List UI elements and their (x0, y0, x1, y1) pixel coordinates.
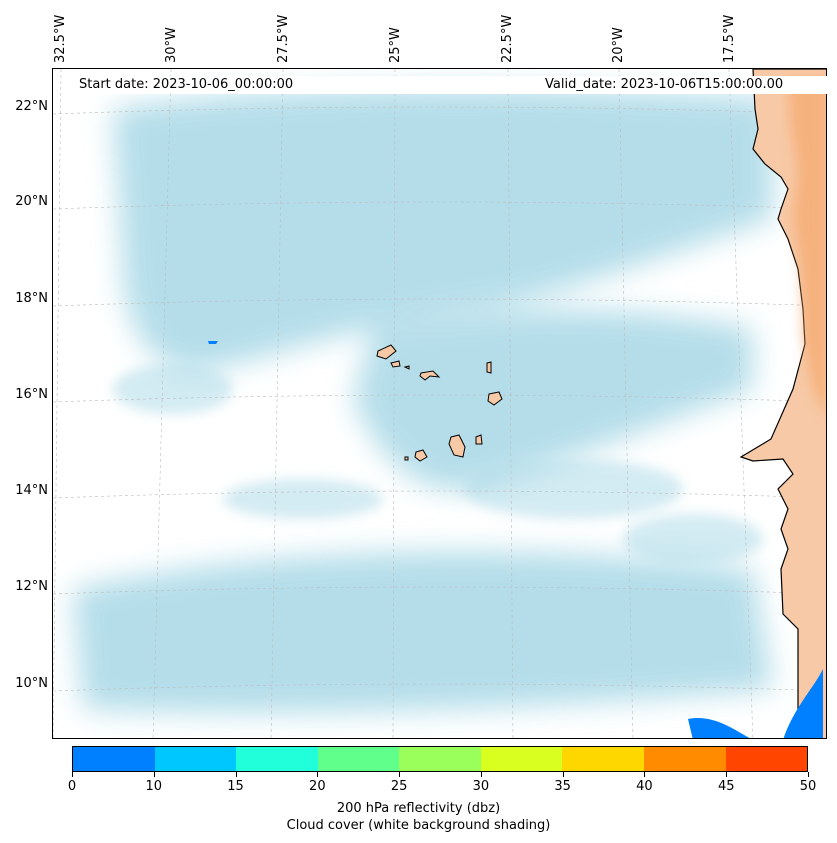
reflectivity-echo-southeast (688, 718, 750, 738)
colorbar-tick (726, 772, 728, 777)
colorbar-segment (562, 747, 644, 771)
parallel-line (53, 394, 826, 403)
island-boa-vista (487, 391, 503, 406)
valid-date-label: Valid_date: 2023-10-06T15:00:00.00 (545, 76, 784, 94)
colorbar-tick (72, 772, 73, 777)
start-date-label: Start date: 2023-10-06_00:00:00 (79, 76, 294, 94)
longitude-label: 25°W (388, 27, 403, 63)
reflectivity-colorbar (72, 746, 808, 772)
colorbar-tick (317, 772, 319, 777)
latitude-label: 22°N (15, 99, 48, 114)
map-panel (52, 68, 827, 739)
colorbar-label: 200 hPa reflectivity (dbz) (336, 801, 501, 816)
island-sao-nicolau (419, 370, 441, 381)
meridian-line (728, 69, 754, 738)
colorbar-tick-label: 25 (390, 779, 408, 794)
colorbar-segment (236, 747, 318, 771)
colorbar-segment (643, 747, 726, 771)
longitude-label: 30°W (164, 27, 179, 63)
colorbar-tick (235, 772, 237, 777)
colorbar-tick (562, 772, 564, 777)
meridian-line (53, 69, 62, 738)
longitude-label: 17.5°W (722, 14, 737, 63)
colorbar-segment (73, 747, 155, 771)
parallel-line (53, 298, 826, 307)
island-sao-vicente (390, 360, 401, 368)
colorbar-tick-label: 40 (636, 779, 653, 794)
parallel-line (53, 201, 826, 210)
island-brava (404, 456, 409, 461)
colorbar-tick-label: 15 (227, 779, 244, 794)
longitude-label: 22.5°W (500, 14, 515, 63)
colorbar-segment (154, 747, 237, 771)
africa-coast (739, 69, 826, 738)
reflectivity-echo-tiny (208, 341, 218, 344)
island-santa-luzia (403, 365, 410, 370)
latitude-label: 12°N (15, 579, 48, 594)
colorbar-tick-label: 20 (309, 779, 326, 794)
colorbar-segment (317, 747, 400, 771)
colorbar-segment (399, 747, 481, 771)
cape-verde-islands (376, 344, 503, 462)
meridian-line (152, 69, 172, 738)
colorbar-tick-label: 35 (554, 779, 571, 794)
island-santo-antao (376, 344, 397, 360)
meridian-line (618, 69, 634, 738)
meridian-line (392, 69, 396, 738)
meridian-line (507, 69, 514, 738)
colorbar-segment (725, 747, 808, 771)
latitude-label: 16°N (15, 387, 48, 402)
latitude-label: 10°N (15, 676, 48, 691)
colorbar-tick (480, 772, 482, 777)
island-santiago (448, 434, 466, 458)
meridian-line (270, 69, 284, 738)
colorbar-tick-label: 45 (717, 779, 735, 794)
latitude-label: 20°N (15, 194, 48, 209)
colorbar-tick-label: 10 (145, 779, 163, 794)
cloud-band-south (73, 551, 773, 713)
graticule (53, 69, 826, 738)
island-sal (486, 361, 492, 374)
colorbar-tick (399, 772, 401, 777)
colorbar-tick-label: 50 (799, 779, 817, 794)
island-maio (475, 434, 483, 445)
longitude-label: 27.5°W (276, 14, 291, 63)
latitude-label: 14°N (15, 483, 48, 498)
latitude-label: 18°N (15, 291, 48, 306)
colorbar-tick-label: 30 (472, 779, 490, 794)
land-shading-dark (788, 79, 826, 415)
cloud-band-north (113, 88, 773, 371)
cloud-cover-shading (73, 88, 773, 713)
cloud-cover-detail (113, 364, 763, 564)
colorbar-sublabel: Cloud cover (white background shading) (286, 818, 551, 833)
colorbar-segment (480, 747, 563, 771)
parallel-line (53, 106, 826, 115)
longitude-label: 32.5°W (53, 14, 68, 63)
parallel-line (53, 683, 826, 692)
longitude-label: 20°W (611, 27, 626, 63)
parallel-line (53, 586, 826, 595)
colorbar-tick (153, 772, 155, 777)
colorbar-tick (808, 772, 809, 777)
colorbar-tick-label: 0 (67, 779, 77, 794)
colorbar-tick (644, 772, 646, 777)
reflectivity-echo-southeast-2 (783, 669, 823, 738)
island-fogo (414, 449, 428, 462)
map-canvas (53, 69, 826, 738)
parallel-line (53, 490, 826, 499)
reflectivity-echoes (208, 341, 823, 738)
